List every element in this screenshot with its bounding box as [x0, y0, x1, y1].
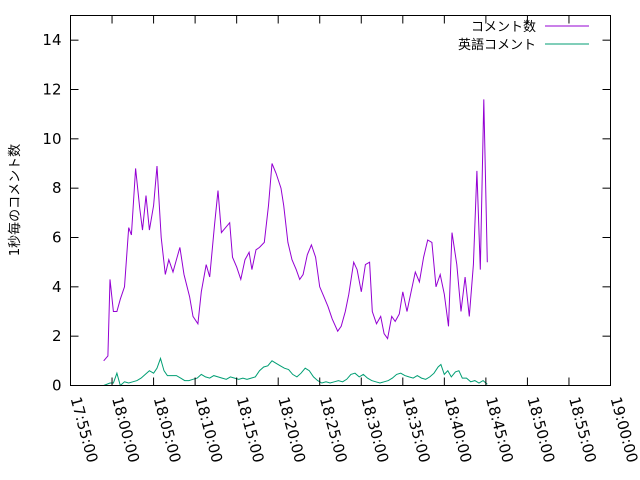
- y-tick-label: 14: [42, 31, 61, 49]
- x-tick-label: 18:10:00: [191, 395, 226, 465]
- x-tick-label: 17:55:00: [67, 395, 102, 465]
- y-axis-label: 1秒毎のコメント数: [7, 144, 23, 256]
- legend-label: 英語コメント: [458, 37, 536, 53]
- x-tick-label: 18:00:00: [108, 395, 143, 465]
- x-tick-label: 19:00:00: [607, 395, 640, 465]
- y-tick-label: 10: [42, 130, 61, 148]
- x-tick-label: 18:05:00: [150, 395, 185, 465]
- y-tick-label: 12: [42, 81, 61, 99]
- series-line-1: [103, 356, 488, 387]
- x-tick-label: 18:45:00: [482, 395, 517, 465]
- y-tick-label: 8: [52, 179, 62, 197]
- y-tick-label: 4: [52, 278, 62, 296]
- tick-layer: 0 2 4 6 8 10 12 14 17:55:00 18:00:00 18:05:00 18:10…: [42, 15, 640, 465]
- x-tick-label: 18:25:00: [316, 395, 351, 465]
- x-tick-label: 18:50:00: [524, 395, 559, 465]
- x-tick-label: 18:55:00: [565, 395, 600, 465]
- y-tick-label: 0: [52, 377, 62, 395]
- y-tick-label: 6: [52, 229, 62, 247]
- y-tick-label: 2: [52, 327, 62, 345]
- legend-label: コメント数: [471, 20, 536, 35]
- series-line-0: [103, 99, 488, 362]
- plot-frame: [70, 15, 611, 386]
- x-tick-label: 18:15:00: [233, 395, 268, 465]
- series-layer: [103, 99, 488, 387]
- x-tick-label: 18:40:00: [440, 395, 475, 465]
- x-tick-label: 18:30:00: [357, 395, 392, 465]
- x-tick-label: 18:35:00: [399, 395, 434, 465]
- x-tick-label: 18:20:00: [274, 395, 309, 465]
